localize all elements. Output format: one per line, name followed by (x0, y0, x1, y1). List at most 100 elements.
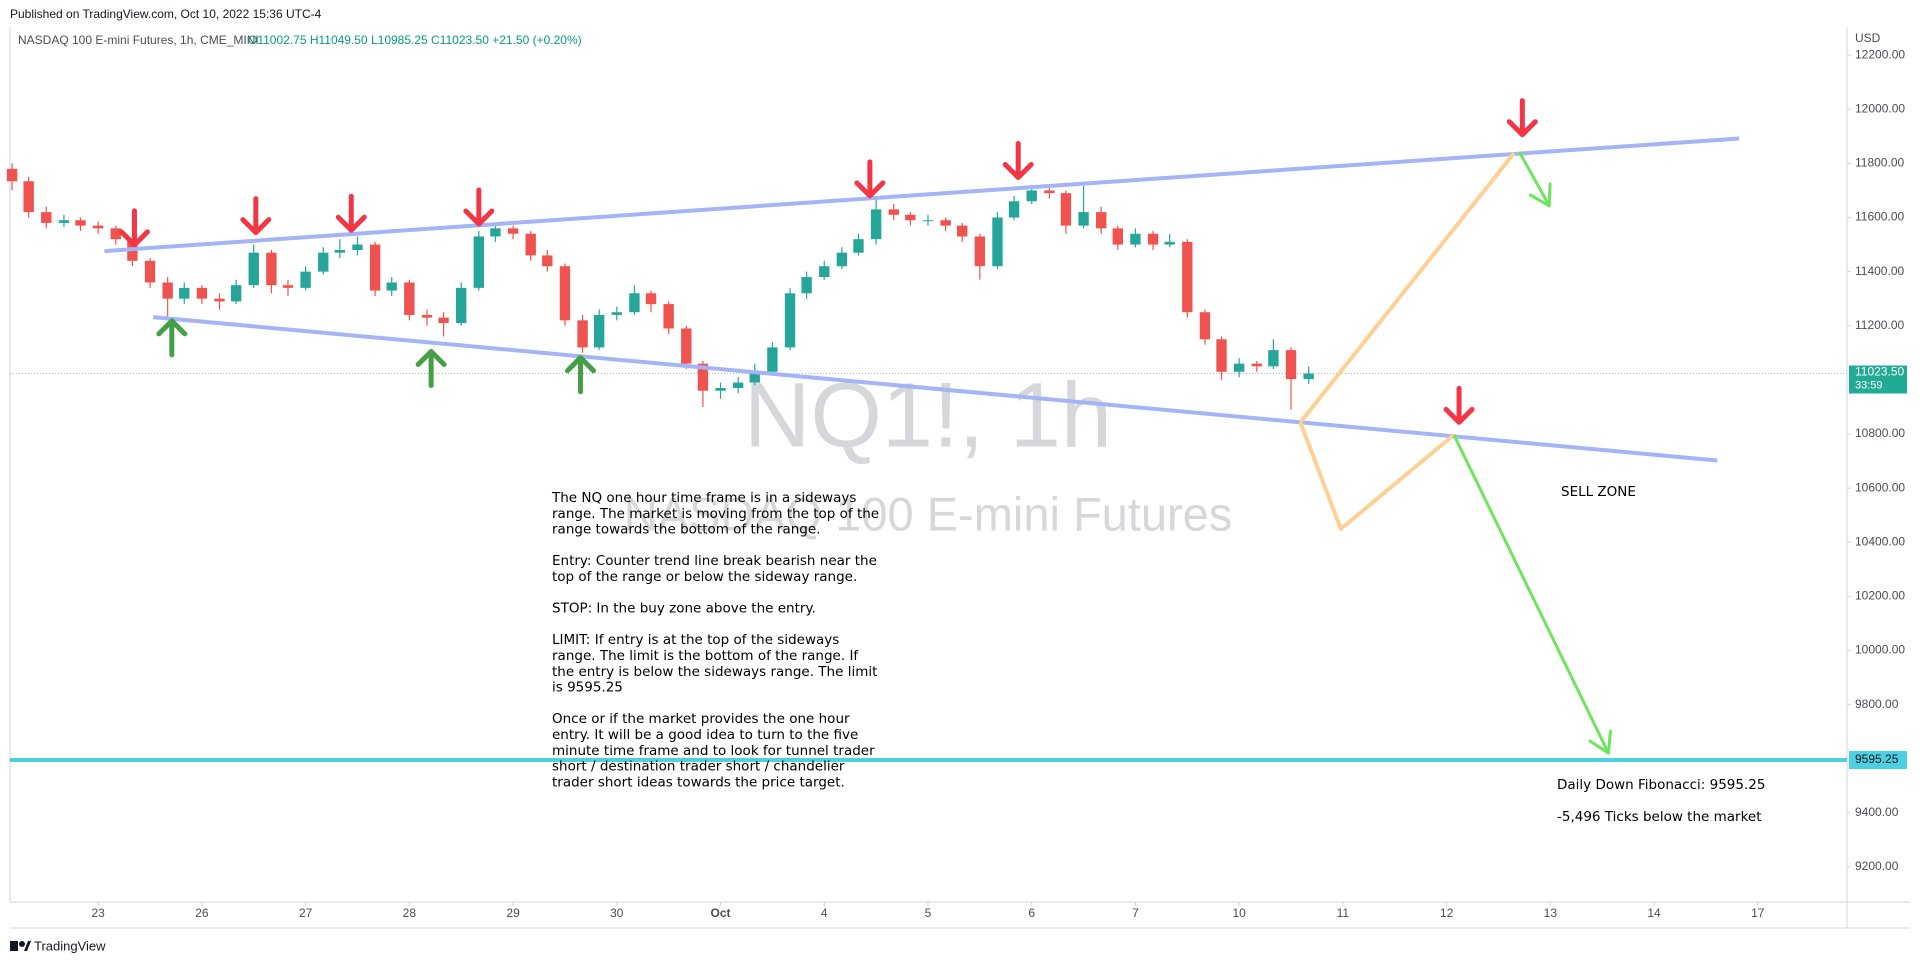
candle-body (1008, 201, 1020, 218)
target-label: 9595.25 (1855, 752, 1899, 766)
y-tick-label: 9400.00 (1855, 805, 1899, 819)
candle-body (41, 212, 52, 223)
note-line: the entry is below the sideways range. T… (552, 664, 877, 680)
x-tick-label: 12 (1440, 906, 1454, 920)
zone-label: SELL ZONE (1561, 484, 1636, 500)
candle-body (836, 252, 848, 267)
candle-body (922, 220, 934, 222)
candle-body (645, 293, 657, 305)
candle-body (369, 244, 381, 291)
y-tick-label: 9800.00 (1855, 697, 1899, 711)
candle-body (266, 252, 277, 286)
trend-line (1517, 151, 1551, 207)
note-line: Once or if the market provides the one h… (552, 711, 850, 727)
candle-body (749, 371, 760, 383)
candle-body (1078, 212, 1089, 226)
trend-line (104, 136, 1740, 254)
plot (6, 98, 1847, 763)
candle-body (940, 220, 951, 226)
arrow-marker (854, 159, 886, 199)
candle-body (1268, 350, 1279, 367)
arrowhead (1588, 729, 1612, 755)
candle-body (663, 304, 674, 329)
y-tick-label: 10000.00 (1855, 643, 1905, 657)
candle-body (559, 266, 571, 321)
candle-body (629, 293, 640, 313)
candle-body (1026, 190, 1037, 202)
candle-body (593, 314, 605, 348)
candle-body (767, 347, 778, 372)
y-tick-label: 9200.00 (1855, 859, 1899, 873)
candle-body (784, 293, 796, 348)
candle-body (992, 217, 1003, 267)
arrow-marker (240, 196, 272, 236)
candle-body (1251, 363, 1262, 367)
trend-line (1298, 421, 1456, 531)
arrow-marker (335, 193, 367, 233)
y-tick-label: 10400.00 (1855, 534, 1905, 548)
arrow-marker (1443, 385, 1475, 425)
candle-body (1112, 228, 1123, 245)
candle-body (92, 225, 104, 229)
candle-body (611, 312, 622, 315)
note-line: Entry: Counter trend line break bearish … (552, 553, 877, 569)
note-line: short / destination trader short / chand… (552, 759, 845, 775)
candle-body (214, 298, 225, 302)
candle-body (1096, 212, 1107, 229)
candle-body (490, 228, 501, 237)
candle-body (75, 220, 86, 226)
currency: USD (1855, 31, 1881, 45)
candle-body (352, 244, 363, 250)
x-tick-label: 4 (821, 906, 828, 920)
candle-body (110, 228, 121, 240)
x-tick-label: 27 (299, 906, 313, 920)
x-tick-label: Oct (711, 906, 731, 920)
candle-body (144, 260, 156, 283)
candle-body (1060, 193, 1072, 226)
candle-body (542, 255, 553, 267)
candle-body (1303, 373, 1314, 380)
arrowhead (1528, 182, 1552, 208)
arrow-marker (1506, 98, 1538, 138)
note-line: range towards the bottom of the range. (552, 522, 820, 538)
candle-body (1147, 233, 1159, 245)
note-line: top of the range or below the sideway ra… (552, 569, 857, 585)
trend-line (1452, 434, 1610, 754)
arrow-marker (415, 348, 447, 388)
watermark-sub: NASDAQ 100 E-mini Futures (624, 487, 1233, 540)
x-tick-label: 13 (1544, 906, 1558, 920)
candle-body (905, 214, 916, 221)
candle-body (819, 266, 830, 278)
candle-body (1233, 363, 1245, 372)
y-tick-label: 11800.00 (1855, 156, 1904, 170)
candle-body (6, 168, 18, 182)
y-tick-label: 10800.00 (1855, 426, 1905, 440)
fib-label: Daily Down Fibonacci: 9595.25 (1557, 777, 1765, 793)
candle-body (957, 225, 968, 237)
brand: TradingView (34, 938, 106, 953)
candle-body (870, 209, 882, 240)
note-line: LIMIT: If entry is at the top of the sid… (552, 632, 839, 648)
candle-body (248, 252, 259, 286)
note-line: entry. It will be a good idea to turn to… (552, 727, 858, 743)
candle-body (318, 252, 329, 272)
note-line: trader short ideas towards the price tar… (552, 774, 845, 790)
note-line: The NQ one hour time frame is in a sidew… (551, 490, 856, 506)
y-tick-label: 11600.00 (1855, 210, 1904, 224)
candle-body (507, 228, 519, 234)
x-tick-label: 14 (1647, 906, 1661, 920)
y-tick-label: 10600.00 (1855, 480, 1905, 494)
x-tick-label: 10 (1232, 906, 1246, 920)
y-tick-label: 11200.00 (1855, 318, 1904, 332)
candle-body (1044, 190, 1055, 194)
candle-body (334, 249, 346, 253)
x-tick-label: 26 (195, 906, 209, 920)
candle-body (525, 233, 536, 256)
candle-body (801, 277, 812, 294)
candle-body (473, 236, 485, 288)
candle-body (732, 382, 744, 388)
x-tick-label: 5 (925, 906, 932, 920)
countdown: 33:59 (1855, 379, 1883, 391)
candle-body (23, 181, 34, 213)
